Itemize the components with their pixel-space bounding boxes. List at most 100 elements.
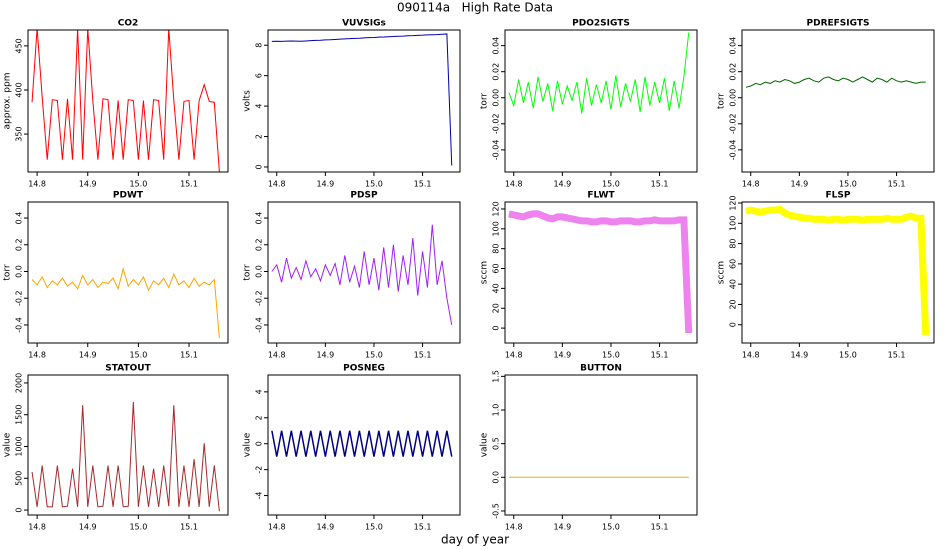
y-tick-label: 0 (492, 326, 501, 331)
y-axis-label: torr (480, 93, 490, 110)
y-tick-label: 60 (492, 263, 501, 273)
plot-frame (504, 201, 698, 344)
x-tick-label: 15.1 (180, 351, 198, 360)
panel-title: FLWT (587, 191, 615, 201)
x-tick-label: 14.8 (268, 180, 286, 189)
x-tick-label: 14.9 (553, 180, 571, 189)
y-tick-label: -0.5 (492, 503, 501, 519)
y-tick-label: 450 (15, 38, 24, 53)
plot-frame (27, 201, 229, 344)
x-tick-label: 15.0 (365, 351, 383, 360)
x-tick-label: 14.8 (505, 180, 523, 189)
y-tick-label: 4 (255, 104, 264, 109)
y-tick-label: 500 (15, 471, 24, 486)
x-tick-label: 14.9 (316, 523, 334, 532)
y-tick-label: 4 (255, 389, 264, 394)
x-tick-label: 14.8 (742, 180, 760, 189)
y-tick-label: 60 (729, 259, 738, 269)
x-tick-label: 14.8 (268, 351, 286, 360)
x-tick-label: 14.9 (316, 180, 334, 189)
x-tick-label: 15.1 (180, 523, 198, 532)
panel-title: POSNEG (343, 364, 385, 374)
y-tick-label: 20 (729, 299, 738, 309)
panel-title: VUVSIGs (342, 19, 386, 29)
plot-frame (267, 29, 461, 173)
data-line (745, 205, 930, 336)
data-line (271, 430, 453, 457)
y-tick-label: 400 (15, 82, 24, 97)
y-axis-label: volts (243, 90, 253, 112)
data-line (271, 33, 453, 166)
data-line (508, 210, 693, 334)
y-tick-label: 350 (15, 126, 24, 141)
x-tick-label: 14.8 (28, 180, 46, 189)
y-tick-label: -0.04 (492, 140, 501, 161)
y-tick-label: -0.2 (255, 290, 264, 306)
y-tick-label: 0.2 (255, 238, 264, 251)
y-axis-label: value (480, 432, 490, 457)
x-tick-label: 14.8 (742, 351, 760, 360)
x-tick-label: 15.1 (651, 180, 669, 189)
x-tick-label: 15.1 (651, 351, 669, 360)
x-tick-label: 14.8 (505, 351, 523, 360)
y-tick-label: 80 (492, 244, 501, 254)
panel-title: CO2 (118, 19, 139, 29)
x-tick-label: 15.0 (839, 180, 857, 189)
panel-title: PDREFSIGTS (807, 19, 870, 29)
x-tick-label: 14.9 (790, 351, 808, 360)
y-tick-label: 6 (255, 73, 264, 78)
data-line (31, 30, 220, 172)
x-tick-label: 15.0 (365, 180, 383, 189)
y-tick-label: 0.4 (255, 212, 264, 225)
x-tick-label: 14.8 (268, 523, 286, 532)
y-tick-label: 40 (729, 279, 738, 289)
x-tick-label: 15.0 (129, 523, 147, 532)
y-tick-label: -0.4 (255, 317, 264, 333)
y-tick-label: 0 (729, 322, 738, 327)
y-tick-label: 1500 (15, 405, 24, 425)
y-tick-label: 0.5 (492, 437, 501, 450)
y-tick-label: 0.0 (492, 471, 501, 484)
x-tick-label: 14.8 (28, 523, 46, 532)
y-tick-label: 0 (255, 441, 264, 446)
data-line (271, 224, 453, 326)
x-tick-label: 15.1 (414, 351, 432, 360)
y-tick-label: 0 (15, 507, 24, 512)
x-tick-label: 14.9 (79, 180, 97, 189)
x-tick-label: 15.0 (602, 523, 620, 532)
panel-title: PDWT (113, 191, 144, 201)
x-tick-label: 14.9 (790, 180, 808, 189)
y-axis-label: value (3, 432, 13, 457)
y-tick-label: 0.04 (729, 37, 738, 55)
y-tick-label: 0.00 (492, 89, 501, 107)
y-tick-label: -0.4 (15, 317, 24, 333)
x-tick-label: 15.1 (414, 523, 432, 532)
data-line (745, 76, 926, 88)
x-tick-label: 15.0 (602, 351, 620, 360)
panel-title: PDO2SIGTS (572, 19, 630, 29)
y-tick-label: -0.2 (15, 290, 24, 306)
x-tick-label: 14.9 (79, 523, 97, 532)
y-tick-label: 0.4 (15, 212, 24, 225)
data-line (508, 32, 690, 114)
plot-frame (504, 374, 698, 516)
y-tick-label: 120 (492, 201, 501, 216)
plot-frame (504, 29, 698, 173)
x-tick-label: 15.1 (888, 351, 906, 360)
y-tick-label: 80 (729, 238, 738, 248)
plot-frame (27, 29, 229, 173)
page-title: 090114a High Rate Data (397, 1, 553, 15)
y-tick-label: 8 (255, 43, 264, 48)
x-tick-label: 15.1 (651, 523, 669, 532)
y-tick-label: 20 (492, 303, 501, 313)
y-tick-label: -0.04 (729, 140, 738, 161)
data-line (31, 266, 220, 339)
panel-title: PDSP (350, 191, 378, 201)
y-tick-label: 0.02 (492, 63, 501, 81)
x-tick-label: 15.1 (180, 180, 198, 189)
y-axis-label: torr (717, 93, 727, 110)
y-tick-label: 100 (492, 221, 501, 236)
y-tick-label: 1000 (15, 436, 24, 456)
y-axis-label: sccm (717, 261, 727, 284)
